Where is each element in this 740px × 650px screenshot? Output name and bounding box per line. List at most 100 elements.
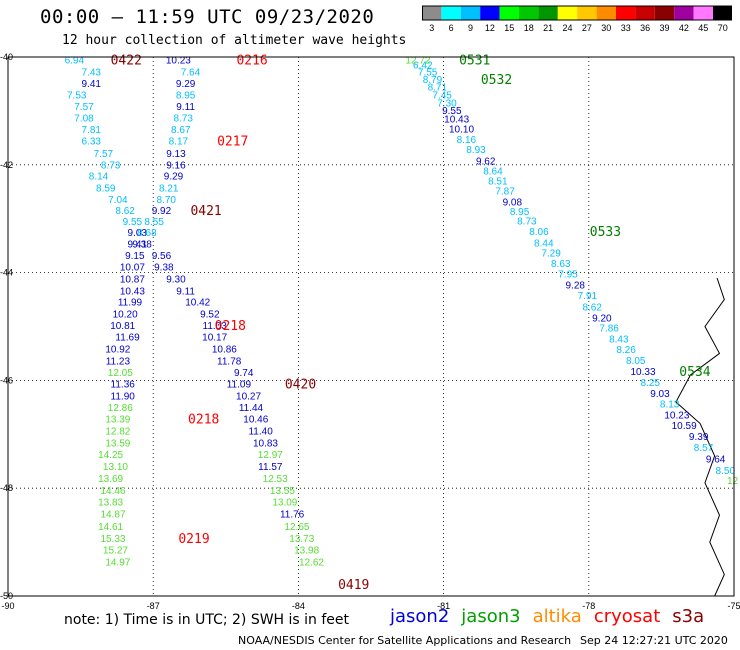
legend-s3a: s3a — [672, 606, 705, 627]
wave-height-point: 11.03 — [203, 321, 228, 332]
wave-height-point: 8.55 — [144, 217, 164, 228]
wave-height-point: 11.23 — [106, 356, 131, 367]
wave-height-point: 11.57 — [258, 462, 283, 473]
wave-height-point: 9.55 — [442, 106, 462, 117]
wave-height-point: 7.04 — [108, 195, 128, 206]
colorbar-label: 42 — [679, 23, 689, 33]
wave-height-point: 7.81 — [82, 125, 102, 136]
legend-altika: altika — [532, 606, 582, 627]
wave-height-point: 11.99 — [118, 298, 143, 309]
wave-height-point: 8.06 — [529, 227, 549, 238]
wave-height-point: 8.93 — [466, 145, 486, 156]
wave-height-point: 12.86 — [108, 403, 133, 414]
wave-height-point: 13.10 — [103, 462, 128, 473]
wave-height-point: 11.78 — [217, 356, 242, 367]
wave-height-point: 11.40 — [248, 427, 273, 438]
wave-height-point: 9.20 — [592, 313, 612, 324]
colorbar-label: 36 — [640, 23, 650, 33]
wave-height-point: 10.27 — [236, 391, 261, 402]
wave-height-point: 9.13 — [166, 149, 186, 160]
credit-line: NOAA/NESDIS Center for Satellite Applica… — [238, 634, 572, 647]
colorbar-swatch — [422, 6, 442, 20]
wave-height-point: 8.14 — [89, 172, 109, 183]
y-tick-label: -50 — [0, 591, 13, 601]
wave-height-point: 9.62 — [476, 156, 496, 167]
wave-height-point: 12.65 — [284, 522, 309, 533]
wave-height-point: 10.33 — [630, 367, 655, 378]
wave-height-point: 8.43 — [609, 334, 629, 345]
colorbar-swatch — [441, 6, 461, 20]
wave-height-point: 8.68 — [137, 228, 157, 239]
wave-height-point: 9.28 — [566, 280, 586, 291]
wave-height-point: 12.72 — [405, 56, 430, 67]
wave-height-point: 8.57 — [694, 443, 714, 454]
wave-height-point: 9.29 — [164, 172, 184, 183]
pass-time-label: 0219 — [178, 532, 209, 547]
wave-height-point: 7.64 — [181, 68, 201, 79]
wave-height-point: 10.43 — [444, 114, 469, 125]
colorbar-label: 3 — [429, 23, 434, 33]
wave-height-point: 8.71 — [428, 83, 448, 94]
colorbar-swatch — [654, 6, 675, 20]
colorbar-swatch — [635, 6, 655, 20]
colorbar-swatch — [480, 6, 500, 20]
colorbar-label: 12 — [485, 23, 495, 33]
chart-title: 00:00 – 11:59 UTC 09/23/2020 — [40, 6, 375, 28]
pass-time-label: 0420 — [285, 378, 316, 393]
wave-height-point: 10.20 — [113, 310, 138, 321]
wave-height-point: 8.73 — [101, 160, 121, 171]
wave-height-point: 7.29 — [541, 249, 561, 260]
wave-height-point: 13.73 — [289, 534, 314, 545]
legend-cryosat: cryosat — [593, 606, 661, 627]
colorbar-swatch — [713, 6, 732, 20]
wave-height-point: 10.43 — [120, 286, 145, 297]
wave-height-point: 6.42 — [413, 61, 433, 72]
wave-height-point: 14.61 — [98, 522, 123, 533]
x-tick-label: -78 — [582, 601, 595, 611]
wave-height-point: 13.39 — [105, 415, 130, 426]
colorbar-swatch — [577, 6, 597, 20]
wave-height-point: 8.95 — [176, 91, 196, 102]
coastline — [675, 277, 725, 597]
wave-height-point: 10.10 — [449, 125, 474, 136]
legend-jason2: jason2 — [390, 606, 450, 627]
wave-height-point: 9.30 — [166, 275, 186, 286]
x-tick-label: -90 — [1, 601, 14, 611]
y-tick-label: -46 — [0, 375, 13, 385]
pass-time-label: 0422 — [111, 54, 142, 69]
wave-height-point: 11.44 — [239, 403, 264, 414]
y-tick-label: -44 — [0, 268, 13, 278]
wave-height-point: 7.30 — [437, 98, 457, 109]
wave-height-point: 9.38 — [132, 239, 152, 250]
wave-height-point: 11.76 — [280, 510, 305, 521]
wave-height-point: 9.39 — [689, 432, 709, 443]
pass-time-label: 0421 — [190, 204, 221, 219]
wave-height-point: 10.42 — [185, 298, 210, 309]
y-tick-label: -48 — [0, 483, 13, 493]
wave-height-point: 13.98 — [294, 546, 319, 557]
pass-time-label: 0216 — [236, 54, 267, 69]
wave-height-point: 9.41 — [127, 239, 147, 250]
wave-height-point: 8.64 — [483, 167, 503, 178]
colorbar-label: 24 — [562, 23, 572, 33]
wave-height-point: 10.92 — [105, 345, 130, 356]
wave-height-point: 12.53 — [263, 474, 288, 485]
wave-height-point: 11.69 — [115, 333, 140, 344]
colorbar-swatch — [460, 6, 481, 20]
colorbar-swatch — [693, 6, 713, 20]
colorbar-label: 70 — [718, 23, 728, 33]
wave-height-point: 8.25 — [641, 378, 661, 389]
wave-height-point: 9.38 — [154, 263, 174, 274]
wave-height-point: 13.09 — [272, 498, 297, 509]
wave-height-point: 8.95 — [510, 207, 530, 218]
wave-height-point: 9.11 — [176, 102, 195, 113]
wave-height-point: 7.45 — [432, 91, 452, 102]
colorbar-swatch — [674, 6, 694, 20]
chart-subtitle: 12 hour collection of altimeter wave hei… — [62, 33, 407, 48]
y-tick-label: -42 — [0, 160, 13, 170]
wave-height-point: 7.91 — [578, 291, 598, 302]
wave-height-point: 11.09 — [227, 380, 252, 391]
wave-height-point: 10.23 — [664, 410, 689, 421]
wave-height-point: 14.97 — [105, 558, 130, 569]
